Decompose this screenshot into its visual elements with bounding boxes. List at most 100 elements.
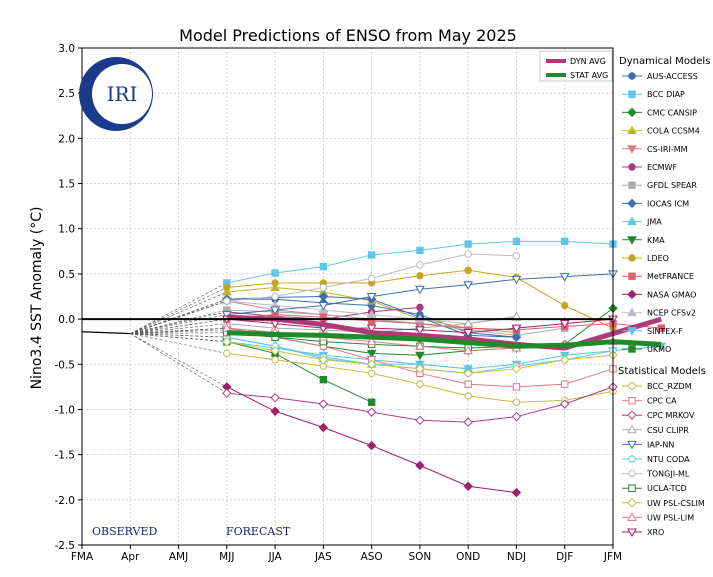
point-cpc-mrkov (463, 417, 473, 427)
y-tick-label: -1.0 (55, 404, 76, 416)
avg-legend-label: DYN AVG (570, 57, 606, 66)
legend-label-csu-clipr: CSU CLIPR (647, 426, 689, 435)
legend-marker-cpc-ca (628, 396, 636, 405)
point-uw-psl-lim (415, 341, 425, 350)
legend-label-uw-psl-cslim: UW PSL-CSLIM (647, 499, 705, 508)
point-cpc-ca (512, 383, 521, 391)
legend-marker-iap-nn (627, 440, 637, 450)
y-tick-label: -2.5 (55, 540, 76, 552)
point-uw-psl-cslim (560, 355, 570, 365)
y-tick-label: 1.5 (58, 179, 75, 191)
point-uw-psl-cslim (318, 355, 329, 365)
point-xro (511, 324, 522, 334)
series-nasa-gmao (130, 333, 522, 498)
legend-marker-ncep-cfsv2 (627, 307, 637, 317)
legend-marker-tongji-ml (628, 469, 636, 478)
dynamical-legend: AUS-ACCESS BCC DIAP CMC CANSIP COLA CCSM4 CS… (622, 72, 700, 354)
point-tongji-ml (367, 274, 376, 283)
legend-marker-iocas-icm (627, 198, 637, 209)
avg-line-dyn-avg (226, 314, 662, 351)
average-series (226, 314, 662, 351)
point-cpc-mrkov (222, 388, 232, 398)
y-tick-label: 0.5 (58, 269, 75, 281)
y-tick-label: 2.0 (58, 133, 75, 145)
legend-label-kma: KMA (647, 236, 665, 245)
legend-label-ldeo: LDEO (647, 254, 669, 263)
connector-iap-nn (130, 314, 227, 334)
legend-marker-nasa-gmao (627, 289, 637, 300)
legend-marker-csu-clipr (627, 424, 637, 434)
connector-uw-psl-cslim (130, 333, 227, 342)
point-tongji-ml (319, 283, 328, 292)
point-iap-nn (511, 275, 522, 285)
legend-marker-cmc-cansip (627, 107, 637, 118)
legend-label-cs-iri-mm: CS-IRI-MM (647, 145, 688, 154)
x-tick-label: DJF (556, 551, 573, 563)
point-xro (463, 329, 474, 338)
point-bcc-rzdm (223, 349, 231, 358)
connector-ldeo (130, 287, 227, 334)
x-tick-label: NDJ (507, 551, 526, 563)
legend-label-bcc-rzdm: BCC_RZDM (647, 382, 692, 391)
legend-marker-uw-psl-cslim (627, 498, 637, 508)
legend-marker-ucla-tcd (628, 484, 636, 492)
legend-label-iap-nn: IAP-NN (647, 440, 674, 449)
point-cola-ccsm4 (270, 282, 280, 291)
legend-marker-cs-iri-mm (627, 145, 637, 154)
point-nasa-gmao (270, 406, 280, 416)
legend-label-cola-ccsm4: COLA CCSM4 (647, 127, 700, 136)
statistical-legend: BCC_RZDM CPC CA CPC MRKOV CSU CLIPR IAP-NN NT… (622, 382, 705, 538)
point-xro (366, 324, 377, 334)
legend-label-sintex-f: SINTEX-F (647, 327, 683, 336)
legend-marker-bcc-rzdm (628, 382, 636, 390)
legend-label-xro: XRO (647, 528, 664, 537)
legend-label-uw-psl-lim: UW PSL-LIM (647, 513, 694, 522)
y-tick-label: 2.5 (58, 88, 75, 100)
point-iocas-icm (511, 332, 522, 342)
series-tongji-ml (130, 250, 521, 334)
avg-line-stat-avg (226, 330, 662, 349)
connector-cpc-mrkov (130, 333, 227, 394)
point-bcc-rzdm (271, 356, 279, 364)
x-tick-label: SON (409, 551, 432, 563)
connector-nasa-gmao (130, 333, 227, 388)
legend-marker-kma (627, 236, 637, 245)
point-ldeo (223, 283, 231, 292)
series-iap-nn (130, 270, 618, 334)
connector-csu-clipr (130, 323, 227, 334)
iri-logo: IRI (79, 57, 153, 131)
point-uw-psl-cslim (366, 359, 377, 369)
point-kma (415, 351, 425, 361)
legend-marker-cola-ccsm4 (627, 125, 637, 135)
point-nasa-gmao (463, 481, 473, 491)
legend-label-ecmwf: ECMWF (647, 163, 677, 172)
connector-bcc-diap (130, 282, 227, 334)
point-xro (415, 326, 425, 335)
legend-label-iocas-icm: IOCAS ICM (647, 199, 689, 208)
point-bcc-diap (512, 237, 521, 246)
point-cpc-mrkov (511, 411, 522, 422)
point-nasa-gmao (511, 487, 522, 498)
point-cpc-mrkov (366, 407, 377, 417)
point-bcc-diap (319, 262, 328, 271)
legend-label-nasa-gmao: NASA GMAO (647, 290, 696, 299)
legend-marker-ldeo (628, 254, 636, 262)
y-tick-label: 3.0 (58, 43, 75, 55)
plot-frame (81, 47, 614, 546)
point-uw-psl-cslim (511, 364, 522, 374)
point-iap-nn (366, 293, 377, 302)
point-iap-nn (415, 285, 425, 295)
legend-label-bcc-diap: BCC DIAP (647, 90, 685, 99)
legend-label-cpc-mrkov: CPC MRKOV (647, 411, 695, 420)
legend-label-jma: JMA (646, 218, 662, 227)
y-axis-label: Nino3.4 SST Anomaly (°C) (29, 207, 45, 390)
point-uw-psl-cslim (415, 364, 425, 374)
connector-uw-psl-lim (130, 327, 227, 334)
connector-gfdl-spear (130, 309, 227, 334)
point-iap-nn (318, 302, 329, 311)
line-ukmo (226, 341, 372, 403)
connector-ucla-tcd (130, 332, 227, 334)
avg-legend-label: STAT AVG (570, 71, 608, 80)
point-ukmo (319, 375, 328, 384)
